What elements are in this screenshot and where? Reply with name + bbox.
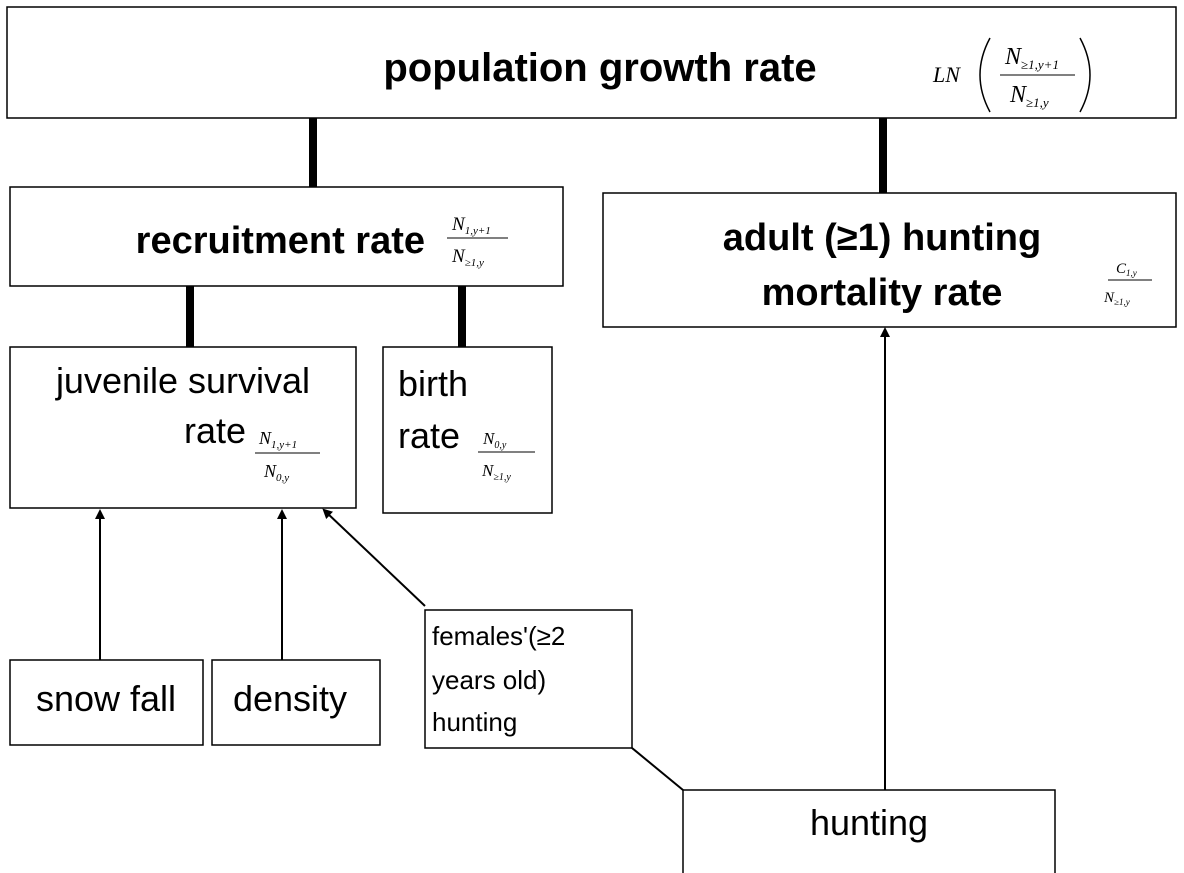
node-box: [602, 192, 1177, 328]
formula-prefix: LN: [932, 62, 961, 87]
formula-numerator: N1,y+1: [451, 214, 491, 237]
node-label: females'(≥2: [432, 621, 565, 651]
paren: [979, 37, 991, 113]
node-label: juvenile survival: [55, 360, 310, 401]
node-label: density: [233, 678, 347, 719]
formula-denominator: N≥1,y: [451, 246, 484, 269]
node-label: recruitment rate: [136, 220, 425, 262]
node-label: snow fall: [36, 678, 176, 719]
node-box: [9, 186, 564, 287]
connector: [631, 747, 684, 791]
node-label: rate: [184, 410, 246, 451]
formula-numerator: N1,y+1: [258, 428, 297, 451]
node-label: hunting: [432, 707, 517, 737]
node-label: hunting: [810, 802, 928, 843]
formula-denominator: N≥1,y: [1103, 290, 1130, 307]
node-label: adult (≥1) hunting: [723, 217, 1041, 259]
node-box: [424, 609, 633, 749]
node-box: [682, 789, 1056, 873]
node-label: birth: [398, 363, 468, 404]
formula-denominator: N0,y: [263, 461, 289, 484]
node-box: [9, 659, 204, 746]
formula-numerator: N≥1,y+1: [1004, 44, 1059, 72]
arrow: [322, 508, 426, 607]
node-box: [382, 346, 553, 514]
node-label: population growth rate: [383, 46, 816, 90]
formula-numerator: N0,y: [482, 429, 507, 451]
node-box: [9, 346, 357, 509]
paren: [1079, 37, 1091, 113]
formula-denominator: N≥1,y: [1009, 82, 1049, 110]
node-box: [211, 659, 381, 746]
node-label: years old): [432, 665, 546, 695]
formula-numerator: C1,y: [1116, 261, 1137, 278]
formula-denominator: N≥1,y: [481, 461, 511, 483]
node-label: rate: [398, 415, 460, 456]
node-label: mortality rate: [762, 272, 1003, 314]
